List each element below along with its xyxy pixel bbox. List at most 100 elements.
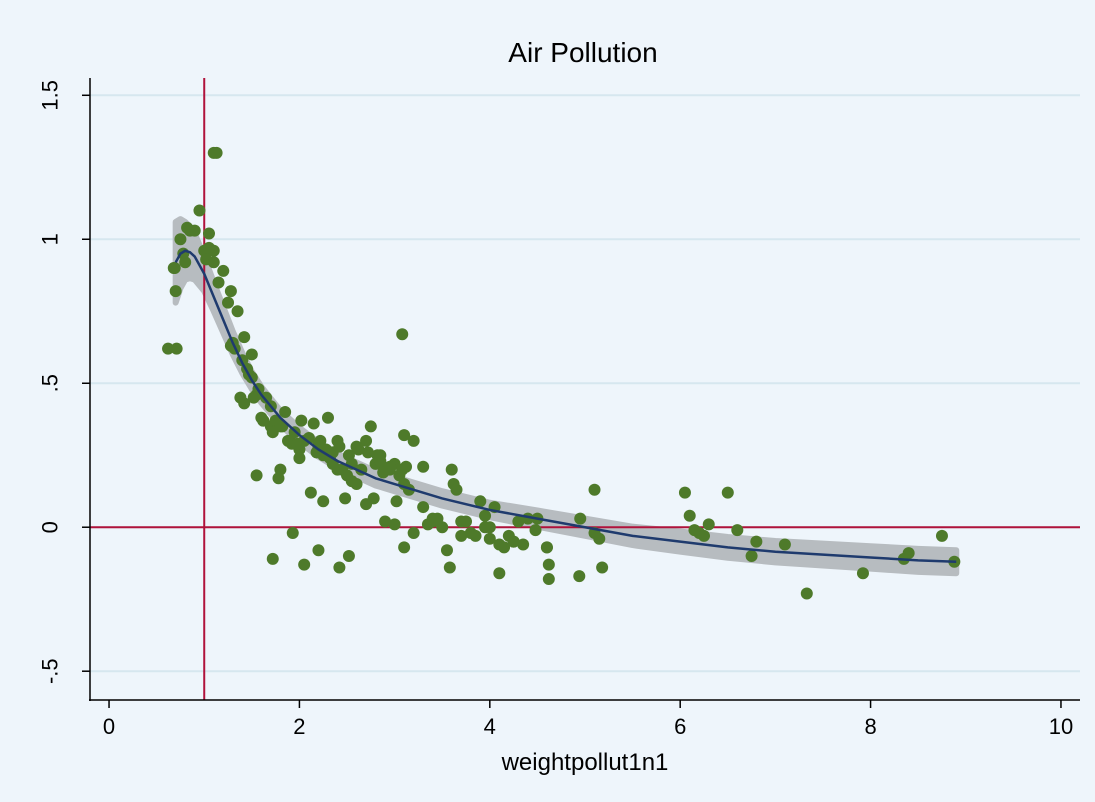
data-point	[304, 486, 317, 499]
fit-line	[174, 249, 957, 564]
fit-line-layer	[174, 249, 957, 564]
axes-layer: -.5 0 .5 1 1.5 0 2 4 6 8 10	[38, 78, 1080, 739]
data-point	[202, 241, 215, 254]
data-point	[540, 541, 553, 554]
confidence-band-layer	[172, 216, 960, 577]
data-point	[483, 532, 496, 545]
data-point	[588, 483, 601, 496]
data-point	[596, 561, 609, 574]
data-point	[697, 529, 710, 542]
data-point	[169, 285, 182, 298]
data-point	[317, 495, 330, 508]
data-point	[750, 535, 763, 548]
data-point	[286, 526, 299, 539]
data-point	[279, 406, 292, 419]
y-tick-label: 0	[38, 521, 63, 533]
data-point	[360, 434, 373, 447]
data-point	[398, 541, 411, 554]
data-point	[312, 544, 325, 557]
data-point	[339, 492, 352, 505]
data-point	[745, 550, 758, 563]
data-point	[469, 529, 482, 542]
data-point	[202, 227, 215, 240]
data-point	[574, 512, 587, 525]
x-tick-label: 2	[293, 714, 305, 739]
data-point	[238, 331, 251, 344]
x-tick-label: 8	[864, 714, 876, 739]
data-point	[800, 587, 813, 600]
y-tick-label: .5	[38, 374, 63, 392]
data-point	[856, 567, 869, 580]
y-tick-label: 1.5	[38, 80, 63, 111]
data-point	[174, 233, 187, 246]
data-point	[474, 495, 487, 508]
data-point	[542, 558, 555, 571]
y-tick-label: -.5	[38, 658, 63, 684]
data-point	[731, 524, 744, 537]
data-point	[417, 501, 430, 514]
data-point	[407, 526, 420, 539]
data-point	[512, 515, 525, 528]
data-point	[321, 411, 334, 424]
data-point	[238, 397, 251, 410]
data-point	[479, 521, 492, 534]
data-point	[388, 518, 401, 531]
y-tick-label: 1	[38, 233, 63, 245]
data-point	[721, 486, 734, 499]
data-point	[688, 524, 701, 537]
data-point	[398, 429, 411, 442]
data-point	[282, 434, 294, 447]
data-point	[390, 495, 403, 508]
data-point	[364, 420, 377, 433]
data-point	[298, 558, 311, 571]
data-point	[274, 420, 287, 433]
x-axis-title: weightpollut1n1	[501, 749, 669, 776]
data-point	[542, 573, 555, 586]
data-point	[460, 515, 473, 528]
x-tick-label: 0	[103, 714, 115, 739]
data-point	[377, 466, 390, 479]
data-point	[417, 460, 430, 473]
data-point	[212, 276, 225, 289]
data-point	[573, 570, 586, 583]
data-point	[224, 285, 237, 298]
data-point	[295, 414, 308, 427]
data-point	[167, 262, 180, 275]
x-tick-label: 4	[484, 714, 496, 739]
data-point	[379, 515, 392, 528]
data-point	[440, 544, 453, 557]
data-point	[778, 538, 791, 551]
data-point	[498, 541, 511, 554]
data-point	[529, 524, 542, 537]
data-point	[231, 305, 244, 318]
data-point	[245, 348, 258, 361]
data-point	[333, 440, 346, 453]
data-point	[367, 492, 380, 505]
data-point	[222, 296, 235, 309]
data-point	[361, 446, 374, 459]
chart-title: Air Pollution	[508, 37, 657, 68]
data-point	[445, 463, 458, 476]
data-point	[455, 529, 468, 542]
data-point	[352, 443, 365, 456]
data-point	[407, 434, 420, 447]
data-point	[396, 328, 409, 341]
data-point	[902, 547, 915, 560]
data-point	[293, 452, 306, 465]
data-point	[333, 561, 346, 574]
data-point	[188, 224, 201, 237]
data-point	[170, 342, 183, 355]
data-point	[272, 472, 285, 485]
data-point	[493, 567, 506, 580]
data-point	[702, 518, 715, 531]
data-point	[400, 460, 413, 473]
data-point	[291, 437, 304, 450]
x-tick-label: 10	[1049, 714, 1073, 739]
data-point	[210, 146, 223, 159]
data-point	[266, 552, 279, 565]
data-point	[250, 469, 263, 482]
data-point	[350, 478, 363, 491]
data-point	[193, 204, 206, 217]
